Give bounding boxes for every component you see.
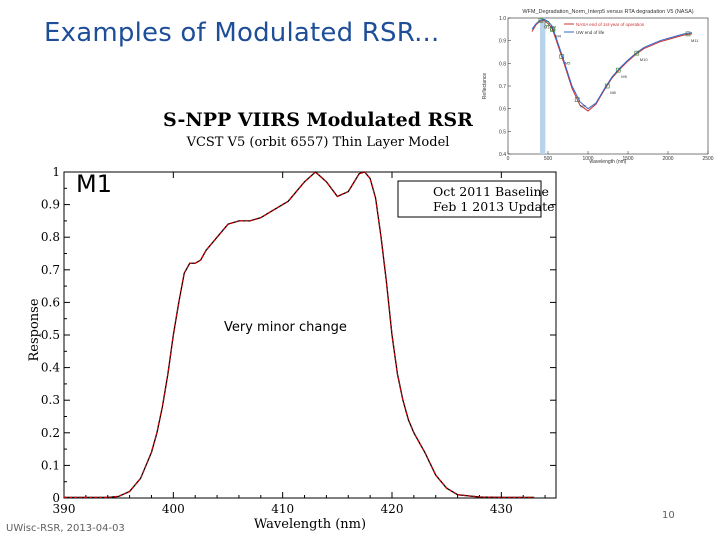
inset-series-0: [531, 19, 693, 112]
inset-x-tick-label: 500: [544, 156, 553, 162]
y-tick-label: 0.6: [41, 295, 60, 309]
y-tick-label: 0.4: [41, 361, 60, 375]
inset-band-marker: [550, 27, 555, 32]
legend-label-update: Feb 1 2013 Update: [433, 199, 554, 214]
inset-y-tick-label: 0.6: [499, 107, 506, 113]
inset-band-marker-label: M4: [555, 33, 561, 38]
inset-y-tick-label: 0.8: [499, 61, 506, 67]
inset-title: WFM_Degradation_Norm_Interp5 versus RTA …: [522, 9, 693, 15]
series-line-baseline: [64, 171, 535, 498]
inset-y-tick-label: 1.0: [499, 16, 506, 22]
inset-band-marker: [634, 50, 640, 56]
inset-band-marker-label: M8: [610, 90, 616, 95]
inset-y-tick-label: 0.9: [499, 39, 506, 45]
inset-background: [478, 4, 714, 164]
x-tick-label: 400: [162, 502, 185, 516]
y-tick-label: 0.1: [41, 458, 60, 472]
slide-title: Examples of Modulated RSR...: [44, 18, 440, 48]
inset-band-marker-label: M1/M2: [544, 24, 557, 29]
inset-band-marker: [538, 17, 544, 23]
inset-band-marker-label: M3: [550, 28, 556, 33]
inset-x-tick-label: 2000: [662, 156, 673, 162]
y-tick-label: 0.5: [41, 328, 60, 342]
degradation-chart: WFM_Degradation_Norm_Interp5 versus RTA …: [478, 4, 714, 164]
x-axis-label: Wavelength (nm): [254, 517, 366, 532]
x-tick-label: 410: [271, 502, 294, 516]
inset-x-tick-label: 0: [507, 156, 510, 162]
y-tick-label: 0.7: [41, 263, 60, 277]
inset-band-marker-label: M7: [580, 104, 586, 109]
inset-band-marker-label: M9: [621, 74, 627, 79]
inset-band-marker: [574, 97, 580, 102]
y-tick-label: 0.9: [41, 198, 60, 212]
inset-band-marker-label: M11: [691, 38, 699, 43]
legend-box: [397, 180, 542, 218]
inset-band-marker: [604, 83, 610, 89]
inset-x-axis-label: wavelength (nm): [590, 159, 627, 164]
page-number: 10: [662, 510, 675, 521]
chart-title: S-NPP VIIRS Modulated RSR: [163, 109, 473, 131]
inset-band-marker: [544, 21, 550, 26]
inset-band-marker-label: M5: [565, 61, 571, 66]
inset-legend-nasa: NASA end of 1st-year of operation: [576, 22, 645, 27]
footer-text: UWisc-RSR, 2013-04-03: [6, 523, 125, 534]
inset-series-1: [531, 18, 693, 110]
annotation-text: Very minor change: [224, 320, 347, 335]
y-tick-label: 0: [52, 491, 60, 505]
legend-label-baseline: Oct 2011 Baseline: [433, 184, 549, 199]
y-axis-label: Response: [27, 298, 42, 361]
inset-y-tick-label: 0.5: [499, 129, 506, 135]
x-tick-label: 390: [53, 502, 76, 516]
inset-y-tick-label: 0.4: [499, 152, 506, 158]
inset-band-marker: [615, 67, 621, 73]
inset-band-marker: [685, 31, 691, 37]
inset-y-tick-label: 0.7: [499, 84, 506, 90]
plot-frame: [63, 171, 557, 499]
inset-y-axis-label: Reflectance: [482, 73, 488, 100]
chart-subtitle: VCST V5 (orbit 6557) Thin Layer Model: [186, 135, 450, 150]
x-tick-label: 430: [490, 502, 513, 516]
inset-x-tick-label: 1500: [622, 156, 633, 162]
y-tick-label: 0.8: [41, 230, 60, 244]
y-tick-label: 0.2: [41, 426, 60, 440]
y-tick-label: 0.3: [41, 393, 60, 407]
inset-band-marker: [559, 54, 565, 59]
y-tick-label: 1: [52, 165, 60, 179]
inset-band-highlight: [540, 18, 546, 154]
inset-legend-uw: UW end of life: [576, 30, 605, 35]
x-tick-label: 420: [381, 502, 404, 516]
band-label: M1: [76, 170, 112, 198]
inset-x-tick-label: 2500: [702, 156, 713, 162]
inset-band-marker-label: M10: [640, 57, 649, 62]
inset-x-tick-label: 1000: [582, 156, 593, 162]
